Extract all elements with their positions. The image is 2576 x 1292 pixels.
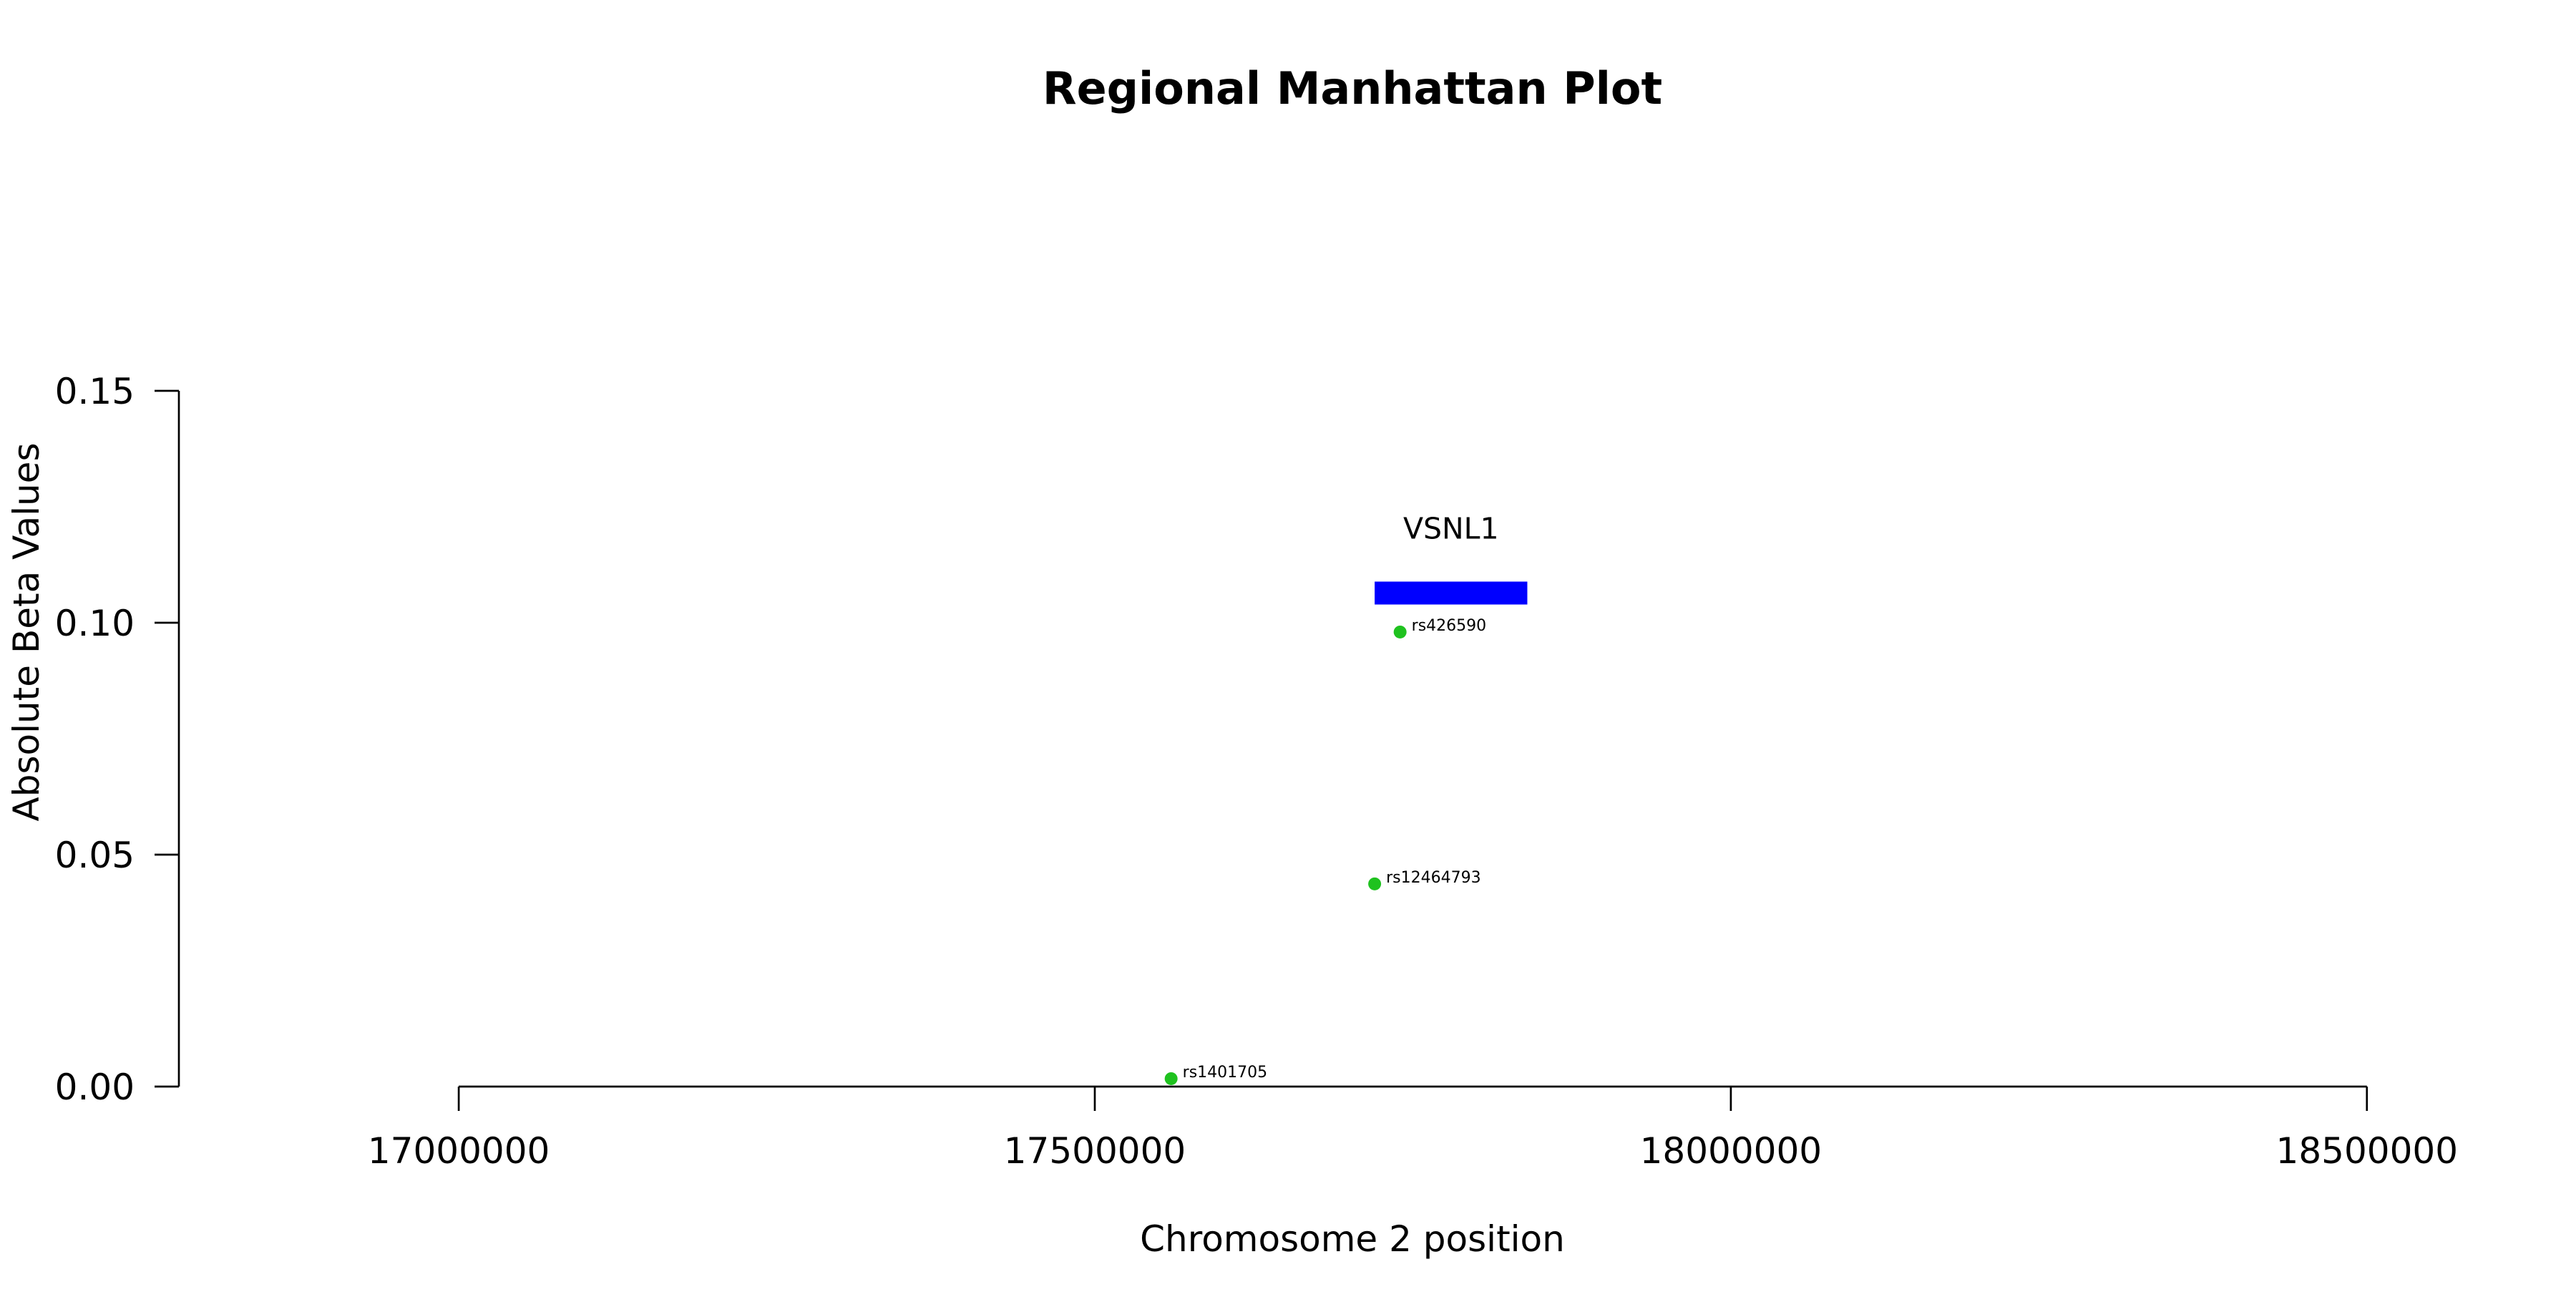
snp-points: rs426590 rs12464793 rs1401705 xyxy=(1164,617,1486,1085)
y-tick-label: 0.05 xyxy=(55,835,135,876)
axes: 0.00 0.05 0.10 0.15 17000000 17500000 18000000… xyxy=(55,371,2458,1172)
gene-track: VSNL1 xyxy=(1375,512,1528,605)
x-tick-label: 17000000 xyxy=(368,1130,550,1172)
chart-title: Regional Manhattan Plot xyxy=(1043,62,1662,115)
x-tick-label: 17500000 xyxy=(1004,1130,1186,1172)
x-tick-label: 18500000 xyxy=(2276,1130,2459,1172)
y-axis-label: Absolute Beta Values xyxy=(6,443,47,822)
gene-bar xyxy=(1375,581,1528,605)
x-tick-label: 18000000 xyxy=(1640,1130,1823,1172)
snp-point xyxy=(1393,625,1407,638)
y-tick-label: 0.00 xyxy=(55,1067,135,1108)
y-tick-label: 0.10 xyxy=(55,603,135,644)
snp-label: rs1401705 xyxy=(1183,1064,1268,1082)
snp-label: rs426590 xyxy=(1412,617,1486,635)
x-axis-label: Chromosome 2 position xyxy=(1140,1218,1565,1260)
snp-point xyxy=(1164,1072,1178,1085)
y-tick-label: 0.15 xyxy=(55,371,135,412)
gene-label: VSNL1 xyxy=(1403,512,1499,546)
snp-label: rs12464793 xyxy=(1386,869,1480,887)
snp-point xyxy=(1368,877,1382,890)
